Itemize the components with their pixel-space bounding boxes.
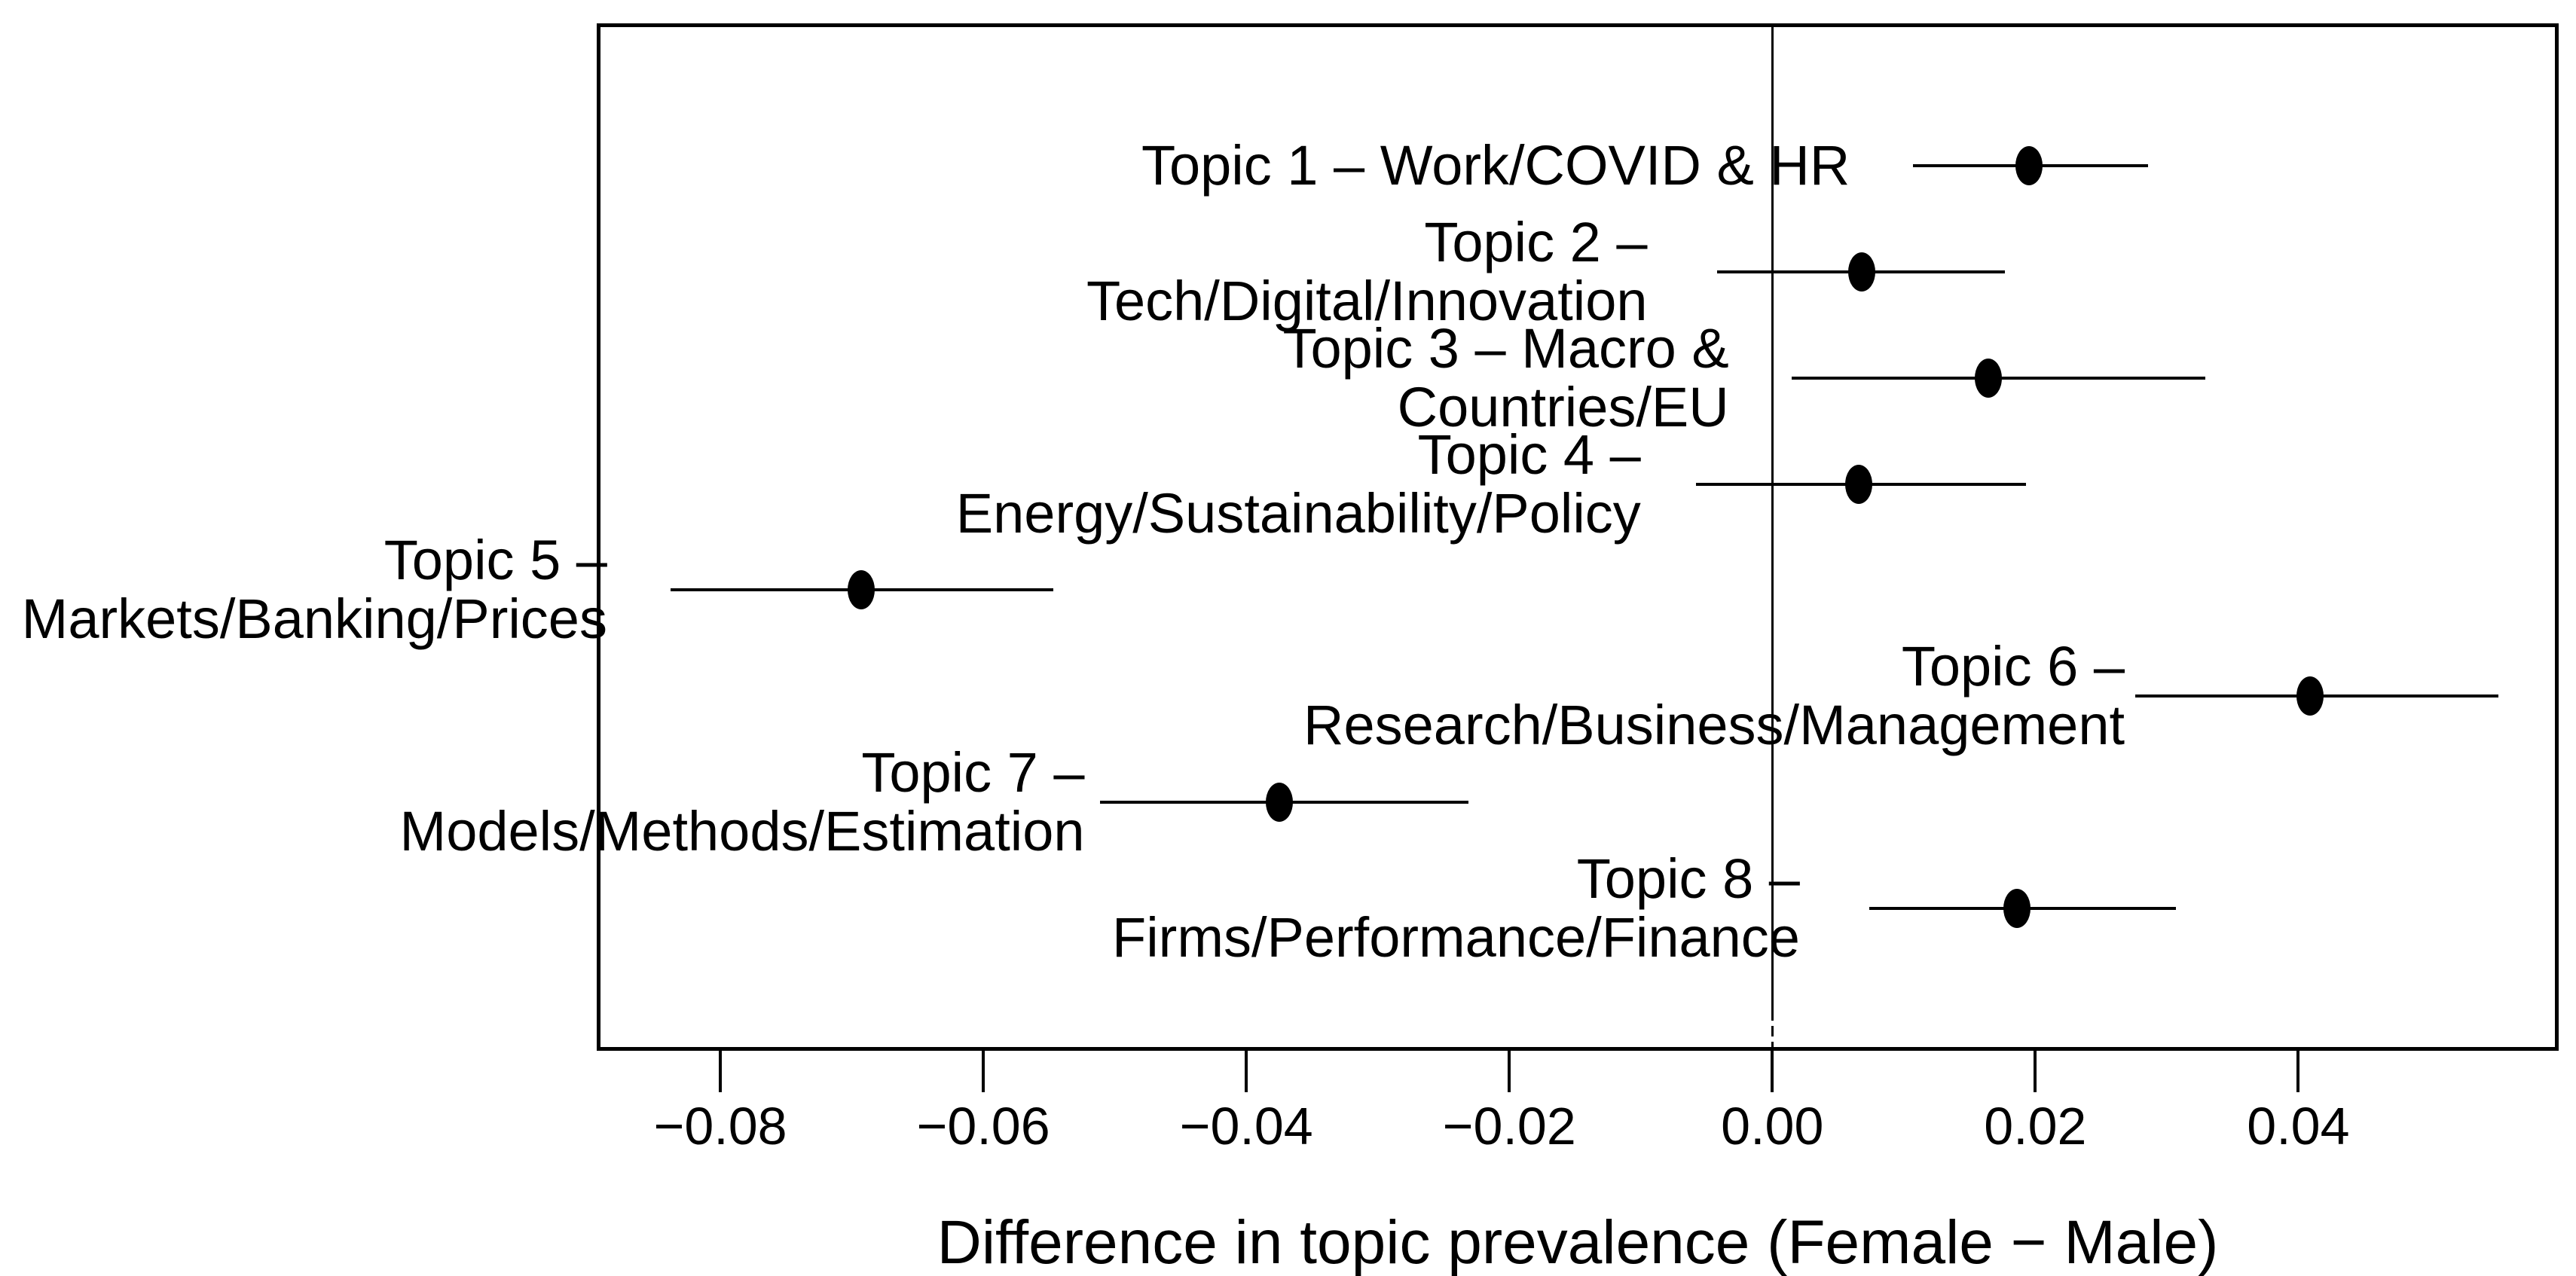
topic-label-line: Firms/Performance/Finance bbox=[1112, 905, 1800, 969]
topic-label-line: Countries/EU bbox=[1397, 375, 1729, 438]
plot-area bbox=[597, 23, 2559, 1051]
topic-label-line: Research/Business/Management bbox=[1303, 694, 2125, 757]
x-tick-label: −0.02 bbox=[1442, 1097, 1576, 1155]
topic-label-5: Topic 5 – Markets/Banking/Prices bbox=[22, 531, 607, 649]
topic-label-line: Topic 1 – Work/COVID & HR bbox=[1141, 134, 1850, 197]
x-tick-label: 0.02 bbox=[1984, 1097, 2087, 1155]
x-tick-mark bbox=[1245, 1051, 1248, 1092]
point-marker-topic-1 bbox=[2015, 146, 2043, 186]
point-marker-topic-6 bbox=[2296, 676, 2324, 716]
x-tick-label: −0.06 bbox=[916, 1097, 1050, 1155]
x-tick-mark bbox=[2296, 1051, 2300, 1092]
topic-label-line: Energy/Sustainability/Policy bbox=[955, 481, 1641, 545]
x-tick-label: −0.04 bbox=[1179, 1097, 1313, 1155]
x-tick-mark bbox=[719, 1051, 723, 1092]
zero-reference-line-dash bbox=[1771, 1026, 1774, 1036]
topic-label-line: Topic 7 – bbox=[861, 741, 1085, 804]
topic-label-6: Topic 6 – Research/Business/Management bbox=[1303, 637, 2125, 755]
topic-label-4: Topic 4 – Energy/Sustainability/Policy bbox=[955, 423, 1641, 545]
topic-label-2: Topic 2 – Tech/Digital/Innovation bbox=[1086, 210, 1648, 332]
x-axis-title: Difference in topic prevalence (Female −… bbox=[937, 1208, 2219, 1276]
topic-label-line: Markets/Banking/Prices bbox=[21, 588, 607, 651]
x-tick-label: 0.04 bbox=[2247, 1097, 2350, 1155]
x-tick-mark bbox=[1508, 1051, 1511, 1092]
x-tick-mark bbox=[2034, 1051, 2037, 1092]
x-tick-label: −0.08 bbox=[653, 1097, 787, 1155]
point-marker-topic-2 bbox=[1847, 252, 1875, 292]
topic-label-1: Topic 1 – Work/COVID & HR bbox=[1141, 136, 1850, 195]
point-marker-topic-7 bbox=[1265, 783, 1293, 823]
topic-label-line: Models/Methods/Estimation bbox=[399, 800, 1085, 863]
point-marker-topic-8 bbox=[2003, 888, 2031, 928]
x-tick-label: 0.00 bbox=[1721, 1097, 1824, 1155]
topic-label-line: Topic 2 – bbox=[1424, 210, 1648, 273]
topic-label-line: Topic 3 – Macro & bbox=[1282, 316, 1729, 380]
x-tick-mark bbox=[1771, 1051, 1774, 1092]
topic-label-7: Topic 7 – Models/Methods/Estimation bbox=[400, 743, 1085, 861]
topic-label-line: Topic 4 – bbox=[1417, 423, 1641, 486]
x-tick-mark bbox=[982, 1051, 985, 1092]
topic-label-3: Topic 3 – Macro & Countries/EU bbox=[1282, 319, 1728, 437]
zero-reference-line-dash bbox=[1771, 1042, 1774, 1051]
topic-label-8: Topic 8 – Firms/Performance/Finance bbox=[1112, 847, 1800, 969]
topic-label-line: Topic 5 – bbox=[383, 529, 607, 592]
point-marker-topic-4 bbox=[1845, 464, 1873, 504]
topic-label-line: Topic 6 – bbox=[1901, 635, 2125, 698]
point-marker-topic-5 bbox=[847, 570, 875, 610]
topic-label-line: Tech/Digital/Innovation bbox=[1086, 269, 1648, 332]
zero-reference-line bbox=[1771, 23, 1774, 1021]
topic-label-line: Topic 8 – bbox=[1576, 847, 1800, 910]
point-marker-topic-3 bbox=[1974, 358, 2002, 398]
